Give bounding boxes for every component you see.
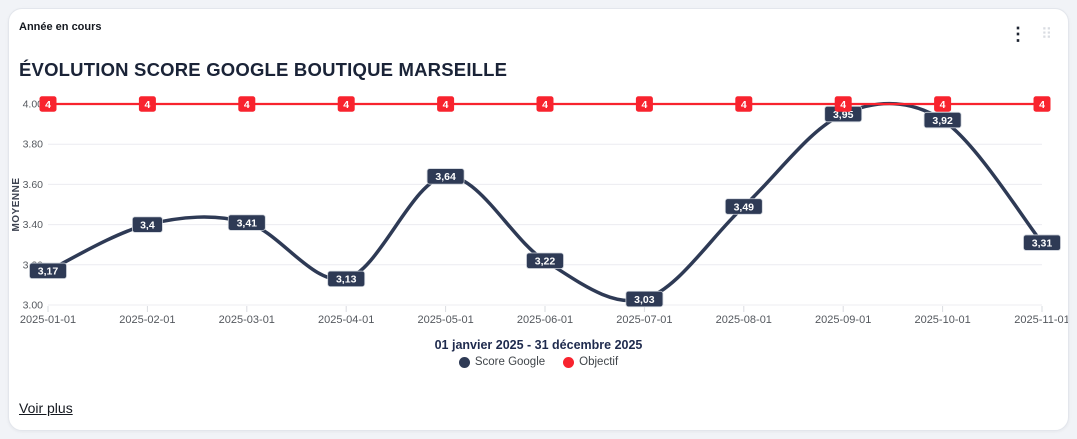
svg-text:2025-10-01: 2025-10-01 bbox=[914, 314, 970, 326]
svg-text:3,41: 3,41 bbox=[237, 217, 258, 229]
svg-text:2025-04-01: 2025-04-01 bbox=[318, 314, 374, 326]
svg-text:MOYENNE: MOYENNE bbox=[11, 177, 22, 231]
legend-label-score-google: Score Google bbox=[474, 356, 546, 368]
svg-text:3,92: 3,92 bbox=[932, 115, 953, 127]
svg-text:2025-01-01: 2025-01-01 bbox=[20, 314, 76, 326]
svg-text:3.60: 3.60 bbox=[23, 179, 44, 191]
svg-text:2025-02-01: 2025-02-01 bbox=[119, 314, 175, 326]
svg-text:4: 4 bbox=[443, 99, 449, 111]
svg-text:3,03: 3,03 bbox=[634, 294, 655, 306]
svg-text:4: 4 bbox=[144, 99, 150, 111]
svg-text:3.00: 3.00 bbox=[23, 300, 44, 312]
svg-text:2025-05-01: 2025-05-01 bbox=[417, 314, 473, 326]
legend-item-score-google[interactable]: Score Google bbox=[458, 356, 546, 368]
drag-handle-icon[interactable]: ⠿ bbox=[1041, 25, 1052, 43]
legend-label-objectif: Objectif bbox=[579, 356, 619, 368]
svg-text:4: 4 bbox=[1039, 99, 1045, 111]
svg-text:3,95: 3,95 bbox=[833, 109, 854, 121]
chart-area: 4.003.803.603.403.203.00MOYENNE2025-01-0… bbox=[9, 95, 1070, 335]
svg-text:3.80: 3.80 bbox=[23, 139, 44, 151]
svg-text:3,64: 3,64 bbox=[435, 171, 456, 183]
svg-text:4: 4 bbox=[542, 99, 548, 111]
card-header-actions: ⋮ ⠿ bbox=[1009, 25, 1052, 43]
svg-text:4: 4 bbox=[741, 99, 747, 111]
svg-text:4: 4 bbox=[45, 99, 51, 111]
svg-text:4: 4 bbox=[343, 99, 349, 111]
svg-text:3.40: 3.40 bbox=[23, 219, 44, 231]
legend-item-objectif[interactable]: Objectif bbox=[563, 356, 618, 368]
svg-text:3,31: 3,31 bbox=[1032, 237, 1053, 249]
line-chart[interactable]: 4.003.803.603.403.203.00MOYENNE2025-01-0… bbox=[9, 95, 1070, 335]
svg-text:2025-09-01: 2025-09-01 bbox=[815, 314, 871, 326]
widget-card: Année en cours ⋮ ⠿ ÉVOLUTION SCORE GOOGL… bbox=[8, 8, 1070, 431]
svg-text:4.00: 4.00 bbox=[23, 99, 44, 111]
svg-text:3,13: 3,13 bbox=[336, 274, 357, 286]
chart-title: ÉVOLUTION SCORE GOOGLE BOUTIQUE MARSEILL… bbox=[19, 59, 508, 80]
voir-plus-link[interactable]: Voir plus bbox=[19, 400, 73, 416]
svg-text:4: 4 bbox=[244, 99, 250, 111]
kebab-menu-icon[interactable]: ⋮ bbox=[1009, 24, 1027, 44]
svg-text:3,49: 3,49 bbox=[734, 201, 755, 213]
svg-text:3,4: 3,4 bbox=[140, 219, 155, 231]
svg-text:2025-03-01: 2025-03-01 bbox=[219, 314, 275, 326]
period-badge: Année en cours bbox=[19, 21, 102, 33]
chart-period-subtitle: 01 janvier 2025 - 31 décembre 2025 bbox=[434, 338, 643, 352]
svg-text:2025-08-01: 2025-08-01 bbox=[716, 314, 772, 326]
svg-text:3,22: 3,22 bbox=[535, 256, 556, 268]
svg-text:3,17: 3,17 bbox=[38, 266, 59, 278]
svg-text:4: 4 bbox=[641, 99, 647, 111]
svg-text:2025-06-01: 2025-06-01 bbox=[517, 314, 573, 326]
score-google-series-dot bbox=[458, 356, 470, 368]
chart-legend: Score Google Objectif bbox=[9, 356, 1068, 368]
objectif-series-dot bbox=[563, 356, 575, 368]
svg-text:2025-07-01: 2025-07-01 bbox=[616, 314, 672, 326]
svg-text:4: 4 bbox=[940, 99, 946, 111]
svg-text:4: 4 bbox=[840, 99, 846, 111]
svg-text:2025-11-01: 2025-11-01 bbox=[1014, 314, 1068, 326]
